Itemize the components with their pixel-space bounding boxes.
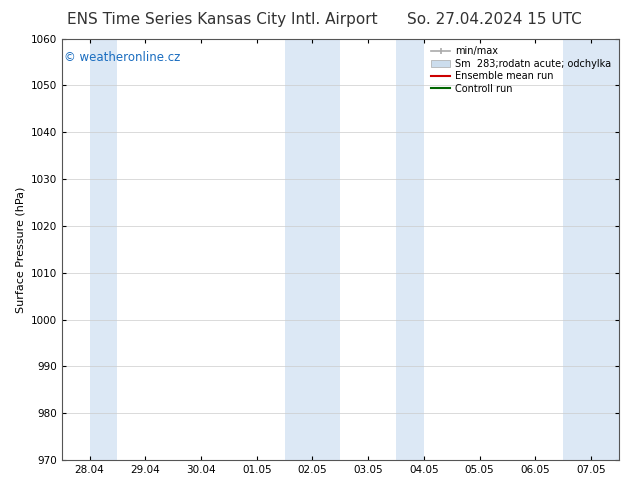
Y-axis label: Surface Pressure (hPa): Surface Pressure (hPa)	[15, 186, 25, 313]
Bar	[563, 39, 619, 460]
Text: ENS Time Series Kansas City Intl. Airport: ENS Time Series Kansas City Intl. Airpor…	[67, 12, 377, 27]
Bar	[285, 39, 313, 460]
Text: © weatheronline.cz: © weatheronline.cz	[65, 51, 181, 64]
Legend: min/max, Sm  283;rodatn acute; odchylka, Ensemble mean run, Controll run: min/max, Sm 283;rodatn acute; odchylka, …	[428, 44, 614, 97]
Text: So. 27.04.2024 15 UTC: So. 27.04.2024 15 UTC	[407, 12, 582, 27]
Bar	[89, 39, 117, 460]
Bar	[313, 39, 340, 460]
Bar	[396, 39, 424, 460]
